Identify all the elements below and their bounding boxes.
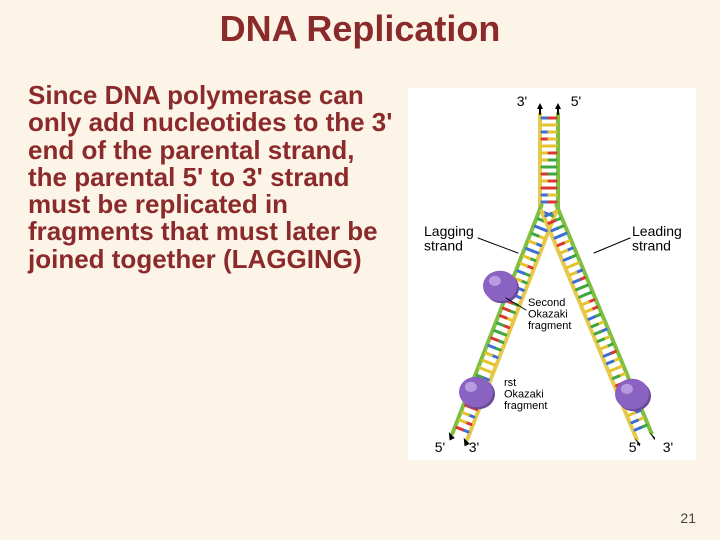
svg-text:3': 3'	[517, 93, 527, 109]
svg-text:Leadingstrand: Leadingstrand	[632, 223, 682, 254]
replication-diagram: 3' 5' Laggingstrand Leadingstrand SecondOkaz…	[408, 88, 696, 460]
body-text: Since DNA polymerase can only add nucleo…	[28, 82, 398, 273]
slide: DNA Replication Since DNA polymerase can…	[0, 0, 720, 540]
page-number: 21	[680, 510, 696, 526]
svg-text:SecondOkazakifragment: SecondOkazakifragment	[528, 297, 571, 332]
svg-text:5': 5'	[629, 439, 639, 455]
svg-text:3': 3'	[663, 439, 673, 455]
svg-text:5': 5'	[435, 439, 445, 455]
slide-title: DNA Replication	[0, 0, 720, 50]
svg-text:Laggingstrand: Laggingstrand	[424, 223, 474, 254]
svg-text:5': 5'	[571, 93, 581, 109]
svg-text:3': 3'	[469, 439, 479, 455]
diagram-svg: 3' 5' Laggingstrand Leadingstrand SecondOkaz…	[408, 88, 696, 460]
svg-text:rstOkazakifragment: rstOkazakifragment	[504, 377, 547, 412]
